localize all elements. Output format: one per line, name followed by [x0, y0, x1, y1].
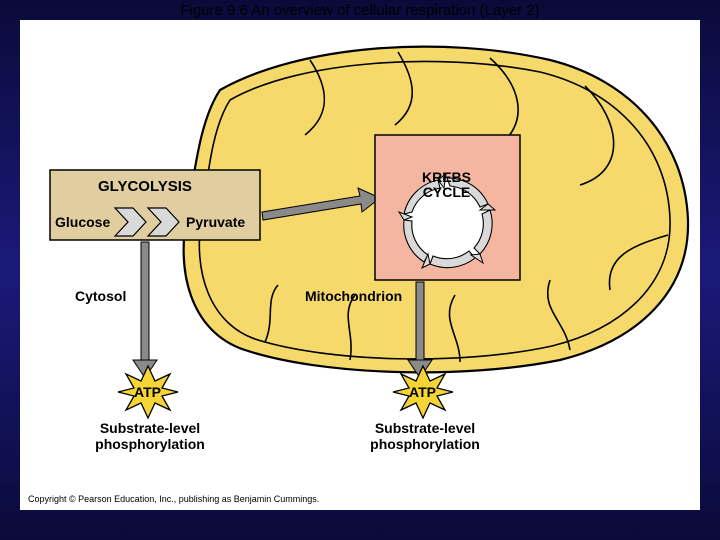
- atp-label-1: ATP: [134, 384, 161, 400]
- phosphorylation-label-1: Substrate-level phosphorylation: [85, 420, 215, 452]
- krebs-label-text: KREBSCYCLE: [422, 169, 471, 200]
- glucose-label: Glucose: [55, 214, 110, 230]
- atp-label-2: ATP: [409, 384, 436, 400]
- phos2-line2: phosphorylation: [370, 436, 480, 452]
- diagram-canvas: GLYCOLYSIS Glucose Pyruvate KREBSCYCLE C…: [20, 20, 700, 510]
- glycolysis-label: GLYCOLYSIS: [98, 178, 192, 195]
- phos2-line1: Substrate-level: [375, 420, 475, 436]
- copyright-text: Copyright © Pearson Education, Inc., pub…: [28, 494, 319, 504]
- down-arrow-glycolysis: [133, 242, 157, 378]
- phosphorylation-label-2: Substrate-level phosphorylation: [360, 420, 490, 452]
- krebs-label: KREBSCYCLE: [422, 170, 471, 201]
- pyruvate-label: Pyruvate: [186, 214, 245, 230]
- mitochondrion-label: Mitochondrion: [305, 288, 402, 304]
- cytosol-label: Cytosol: [75, 288, 126, 304]
- figure-title: Figure 9.6 An overview of cellular respi…: [0, 2, 720, 19]
- phos1-line1: Substrate-level: [100, 420, 200, 436]
- phos1-line2: phosphorylation: [95, 436, 205, 452]
